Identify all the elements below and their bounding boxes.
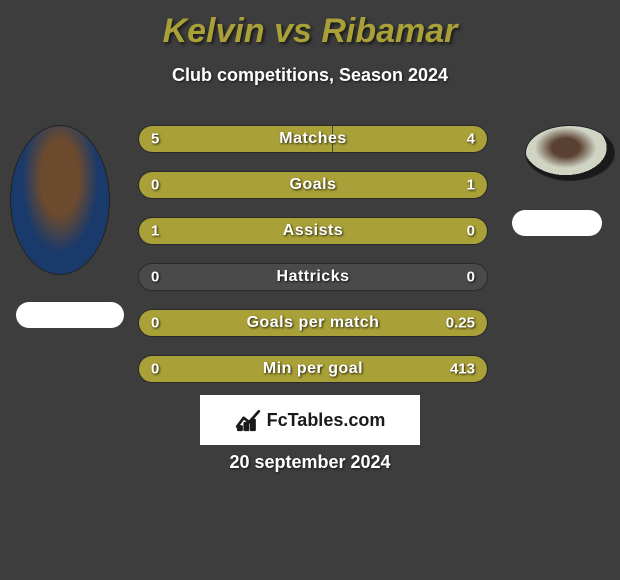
player-right-badge (512, 210, 602, 236)
stat-value-right: 0 (467, 223, 475, 240)
stat-value-right: 0 (467, 269, 475, 286)
player-left-badge (16, 302, 124, 328)
stat-fill-right (202, 172, 487, 198)
stat-row: 0 Min per goal 413 (138, 355, 488, 383)
stat-value-right: 1 (467, 177, 475, 194)
page-subtitle: Club competitions, Season 2024 (0, 65, 620, 86)
watermark: FcTables.com (200, 395, 420, 445)
player-left-avatar (10, 125, 110, 275)
chart-icon (235, 407, 261, 433)
stat-value-right: 0.25 (446, 315, 475, 332)
stat-value-left: 0 (151, 315, 159, 332)
stat-row: 5 Matches 4 (138, 125, 488, 153)
stat-label: Min per goal (263, 360, 363, 378)
date-label: 20 september 2024 (229, 452, 390, 473)
stat-fill-right (333, 126, 488, 152)
stat-row: 0 Goals per match 0.25 (138, 309, 488, 337)
stat-value-left: 5 (151, 131, 159, 148)
stat-label: Hattricks (277, 268, 350, 286)
stat-label: Goals per match (247, 314, 380, 332)
stat-value-left: 0 (151, 269, 159, 286)
stat-row: 0 Goals 1 (138, 171, 488, 199)
stat-row: 1 Assists 0 (138, 217, 488, 245)
stat-label: Assists (283, 222, 343, 240)
stat-value-left: 0 (151, 361, 159, 378)
stat-label: Matches (279, 130, 347, 148)
stat-fill-left (139, 172, 202, 198)
stat-value-left: 0 (151, 177, 159, 194)
comparison-bars: 5 Matches 4 0 Goals 1 1 Assists 0 0 Hattricks 0 0 Goa… (138, 125, 488, 401)
stat-value-right: 413 (450, 361, 475, 378)
stat-value-right: 4 (467, 131, 475, 148)
player-right-avatar (525, 125, 615, 181)
page-title: Kelvin vs Ribamar (0, 0, 620, 51)
watermark-text: FcTables.com (267, 410, 386, 431)
stat-value-left: 1 (151, 223, 159, 240)
stat-label: Goals (290, 176, 337, 194)
stat-row: 0 Hattricks 0 (138, 263, 488, 291)
